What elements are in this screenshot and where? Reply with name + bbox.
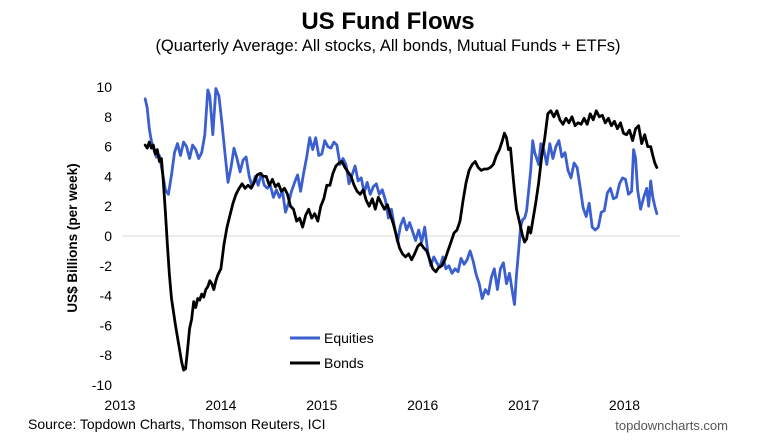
source-note: Source: Topdown Charts, Thomson Reuters,… [28,416,326,432]
y-tick-label: -2 [100,258,113,274]
series-line-equities [143,87,659,306]
y-tick-label: 8 [104,109,112,125]
y-tick-label: -4 [100,288,113,304]
y-tick-label: 2 [104,198,112,214]
y-tick-label: 0 [104,228,112,244]
y-tick-label: -8 [100,347,113,363]
y-tick-label: 6 [104,139,112,155]
y-axis-label: US$ Billions (per week) [65,163,80,312]
chart-subtitle: (Quarterly Average: All stocks, All bond… [155,37,621,55]
x-axis: 2013 2014 2015 2016 2017 2018 [104,397,640,413]
series-line-bonds [143,109,659,372]
y-axis: 10 8 6 4 2 0 -2 -4 -6 -8 -10 [92,79,680,393]
y-tick-label: 4 [104,168,112,184]
x-tick-label: 2015 [306,397,337,413]
y-tick-label: -10 [92,377,112,393]
chart-title: US Fund Flows [301,8,475,35]
x-tick-label: 2018 [609,397,640,413]
x-tick-label: 2014 [205,397,236,413]
y-tick-label: -6 [100,317,113,333]
watermark: topdowncharts.com [615,418,728,433]
x-tick-label: 2016 [407,397,438,413]
series-lines [143,87,659,372]
legend-label: Bonds [324,355,364,371]
y-tick-label: 10 [96,79,112,95]
x-tick-label: 2013 [104,397,135,413]
legend: Equities Bonds [290,330,374,371]
legend-label: Equities [324,330,374,346]
x-tick-label: 2017 [508,397,539,413]
